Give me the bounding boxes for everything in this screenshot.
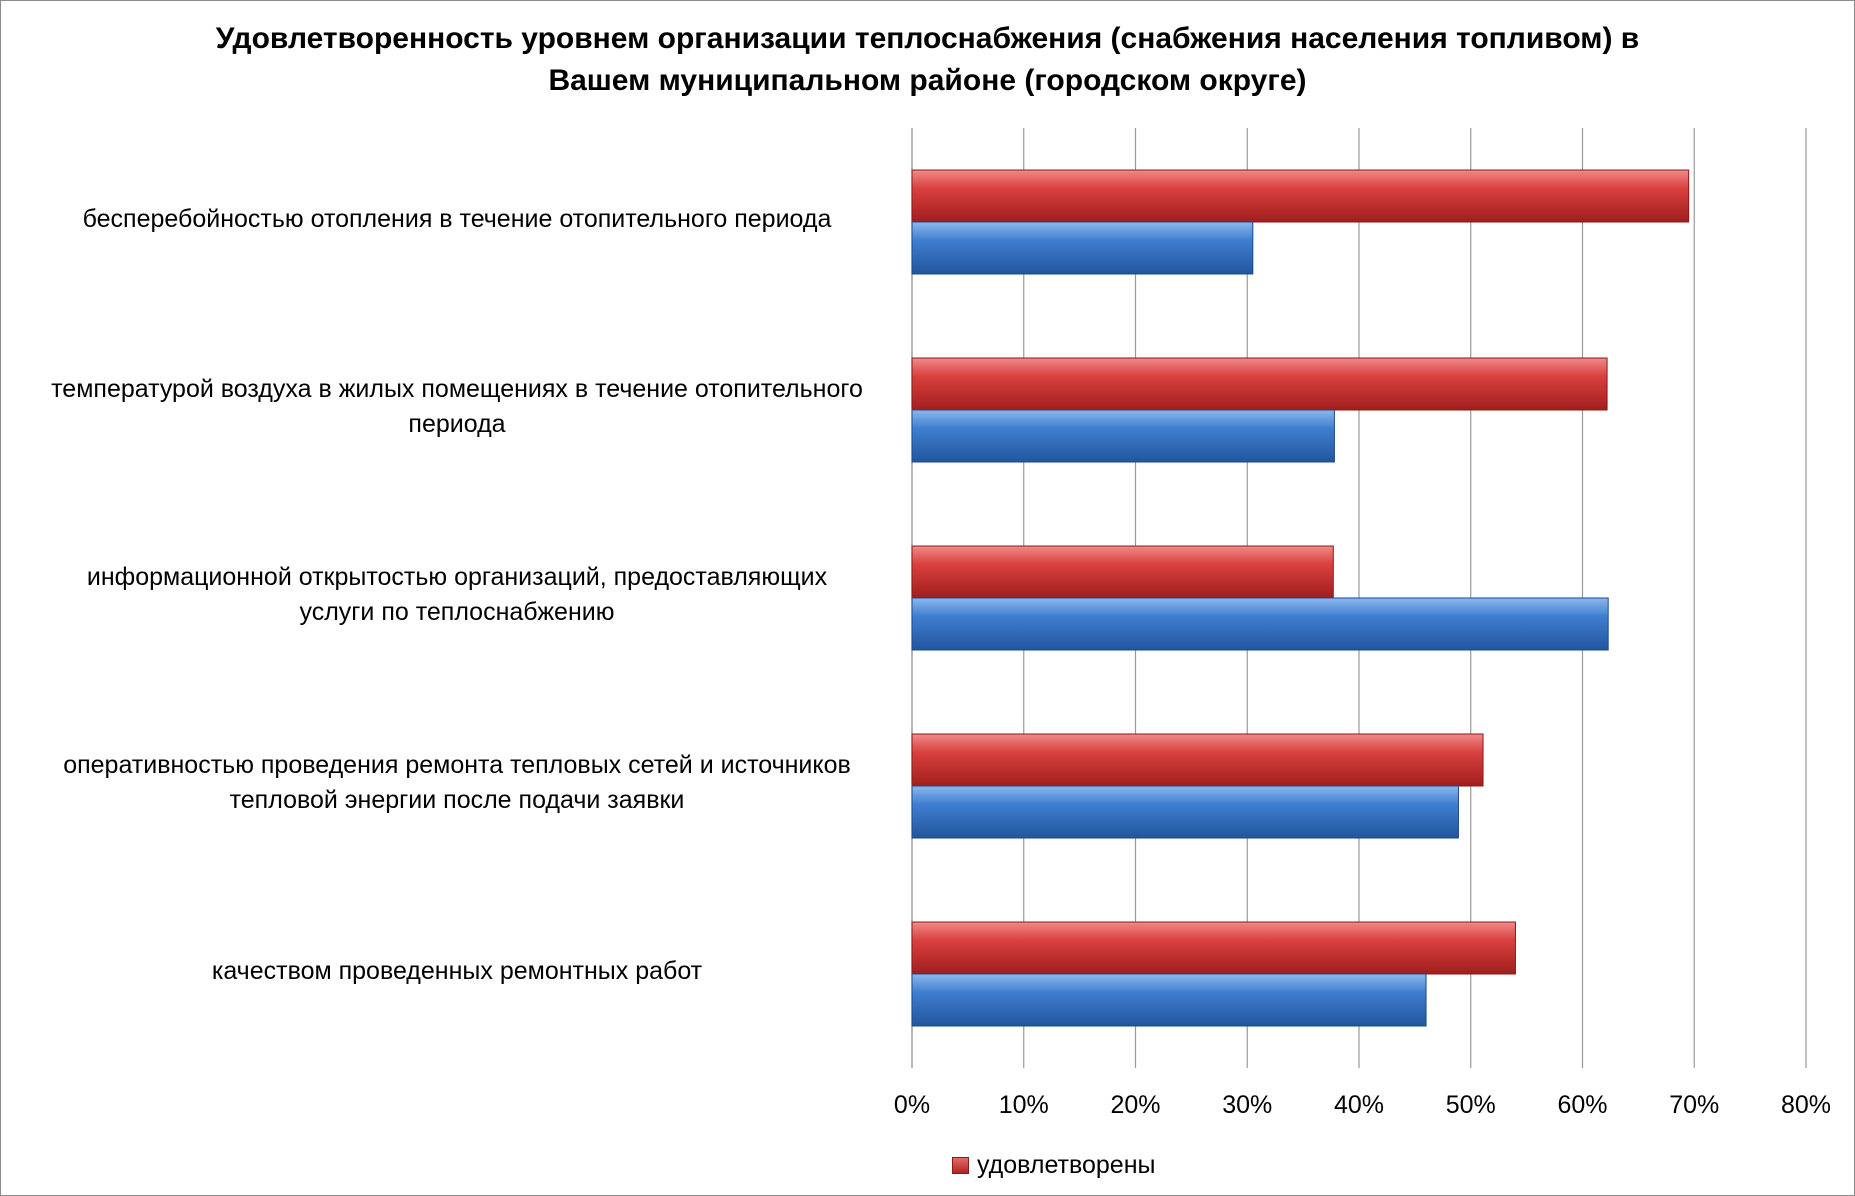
bar-series-2-cat-3 bbox=[911, 597, 1609, 651]
x-axis-ticks: 0% 10% 20% 30% 40% 50% 60% 70% 80% bbox=[894, 1091, 1831, 1119]
x-tick-label: 60% bbox=[1557, 1091, 1607, 1119]
bar-series-2-cat-1 bbox=[911, 221, 1254, 275]
legend-label: удовлетворены bbox=[977, 1150, 1156, 1179]
category-label-2: температурой воздуха в жилых помещениях … bbox=[22, 372, 892, 442]
category-label-line: услуги по теплоснабжению bbox=[299, 598, 615, 626]
x-tick-label: 30% bbox=[1222, 1091, 1272, 1119]
x-tick-label: 20% bbox=[1110, 1091, 1160, 1119]
category-label-line: тепловой энергии после подачи заявки bbox=[229, 786, 685, 814]
bar-series-1-cat-3 bbox=[911, 545, 1334, 599]
category-label-line: бесперебойностью отопления в течение ото… bbox=[82, 204, 832, 233]
x-tick-label: 10% bbox=[999, 1091, 1049, 1119]
category-label-line: качеством проведенных ремонтных работ bbox=[211, 956, 703, 985]
bar-series-2-cat-5 bbox=[911, 973, 1427, 1027]
bar-series-2-cat-4 bbox=[911, 785, 1459, 839]
chart-title-line-1: Удовлетворенность уровнем организации те… bbox=[215, 22, 1640, 55]
bar-series-2-cat-2 bbox=[911, 409, 1335, 463]
category-label-line: информационной открытостью организаций, … bbox=[86, 563, 828, 591]
category-label-line: периода bbox=[408, 410, 506, 438]
chart-title: Удовлетворенность уровнем организации те… bbox=[100, 18, 1755, 102]
x-tick-label: 40% bbox=[1334, 1091, 1384, 1119]
category-label-3: информационной открытостью организаций, … bbox=[22, 560, 892, 630]
legend: удовлетворены bbox=[952, 1148, 1155, 1182]
bar-series-1-cat-5 bbox=[911, 921, 1516, 975]
bars bbox=[911, 169, 1690, 1027]
x-tick-label: 70% bbox=[1669, 1091, 1719, 1119]
category-label-1: бесперебойностью отопления в течение ото… bbox=[22, 202, 892, 237]
bar-series-1-cat-2 bbox=[911, 357, 1608, 411]
legend-swatch bbox=[952, 1156, 969, 1174]
category-label-line: температурой воздуха в жилых помещениях … bbox=[51, 375, 863, 403]
x-tick-label: 50% bbox=[1446, 1091, 1496, 1119]
x-tick-label: 0% bbox=[894, 1091, 930, 1119]
chart-title-line-2: Вашем муниципальном районе (городском ок… bbox=[548, 64, 1307, 97]
bar-series-1-cat-1 bbox=[911, 169, 1690, 223]
bar-series-1-cat-4 bbox=[911, 733, 1484, 787]
x-tick-label: 80% bbox=[1781, 1091, 1831, 1119]
category-label-4: оперативностью проведения ремонта теплов… bbox=[22, 748, 892, 818]
category-label-line: оперативностью проведения ремонта теплов… bbox=[63, 751, 851, 779]
category-label-5: качеством проведенных ремонтных работ bbox=[22, 954, 892, 989]
